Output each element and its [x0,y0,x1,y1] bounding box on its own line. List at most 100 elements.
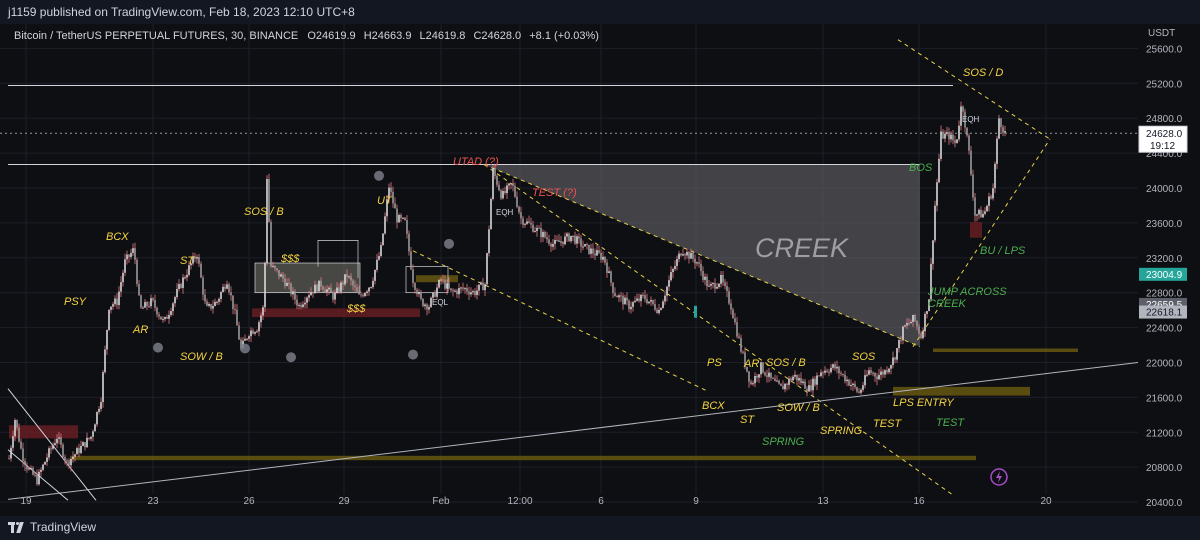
tradingview-logo[interactable]: TradingView [8,520,96,534]
candle-body [812,378,814,391]
annotation-label: SOS / B [766,357,806,369]
candle-body [620,295,622,297]
candle-body [626,297,628,301]
candle-body [844,374,846,382]
candle-body [884,370,886,375]
candle-body [354,285,356,288]
candle-body [726,285,728,292]
candle-body [816,375,818,385]
candle-body [500,190,502,199]
candle-body [782,385,784,390]
candle-body [764,372,766,376]
dashed-trendline [483,163,921,348]
candle-body [974,197,976,216]
candle-body [758,374,760,378]
candle-body [922,331,924,339]
candle-body [642,294,644,296]
candle-body [712,283,714,285]
candle-body [416,289,418,295]
publish-bar: j1159 published on TradingView.com, Feb … [0,0,1200,24]
annotation-label: LPS ENTRY [893,397,954,409]
current-price-badge: 24628.019:12 [1138,125,1188,153]
candle-body [628,300,630,310]
candle-body [688,251,690,259]
candle-body [512,183,514,186]
candle-body [434,292,436,297]
candle-body [48,448,50,458]
candle-body [118,291,120,306]
annotation-label: $$$ [346,303,366,315]
candle-body [106,330,108,350]
candle-body [602,256,604,260]
bolt-icon[interactable] [990,468,1008,486]
candle-body [772,378,774,380]
zones [9,222,1078,461]
price-chart[interactable]: PSY BCX AR ST SOW / B SOS / B $$$ $$$ UT EQL UTAD … [0,24,1200,516]
candle-body [178,284,180,289]
candle-body [22,448,24,461]
candle-body [666,286,668,296]
candle-body [340,282,342,292]
chart-area[interactable]: PSY BCX AR ST SOW / B SOS / B $$$ $$$ UT EQL UTAD … [0,24,1200,516]
candle-body [310,292,312,296]
candle-body [394,203,396,209]
candle-body [952,134,954,141]
candle-body [814,378,816,385]
legend-h: 24663.9 [372,30,412,42]
candle-body [364,292,366,297]
annotation-label: BOS [909,162,933,174]
candle-body [294,291,296,300]
candle-body [72,456,74,459]
candle-body [948,132,950,140]
time-tick: 13 [817,496,829,507]
candle-body [934,205,936,241]
annotation-label: $$$ [280,253,300,265]
candle-body [946,132,948,134]
time-tick: 19 [20,496,32,507]
candle-body [150,298,152,307]
candle-body [430,297,432,308]
candle-body [314,284,316,294]
candle-body [838,366,840,374]
candle-body [350,276,352,281]
annotation-label: EQH [496,208,514,217]
candle-body [464,288,466,290]
annotation-label: TEST [873,418,902,430]
candle-body [930,263,932,300]
annotation-label: SOS [852,351,876,363]
candle-body [926,311,928,314]
candle-body [690,252,692,259]
candle-body [334,292,336,300]
candle-body [92,431,94,437]
candle-body [960,106,962,126]
candle-body [508,183,510,186]
levels [0,85,1138,165]
candle-body [732,309,734,319]
candle-body [774,378,776,381]
candle-body [28,468,30,470]
candle-body [990,196,992,199]
annotation-label: UT [377,195,393,207]
candle-body [498,184,500,191]
candle-body [146,302,148,307]
bracket-line [317,239,359,278]
support-trendline [7,361,1139,500]
candle-body [332,292,334,300]
candle-body [438,279,440,288]
candle-body [460,287,462,289]
candle-body [488,229,490,254]
candle-body [168,314,170,319]
candle-body [778,380,780,384]
candle-body [654,304,656,310]
candle-body [624,297,626,305]
candle-body [214,301,216,307]
candle-body [802,381,804,384]
candle-body [614,292,616,297]
candle-body [524,223,526,225]
candle-body [1000,118,1002,128]
candle-body [376,259,378,270]
candle-body [60,437,62,445]
candle-body [408,233,410,252]
candle-body [868,370,870,375]
candle-body [42,464,44,470]
